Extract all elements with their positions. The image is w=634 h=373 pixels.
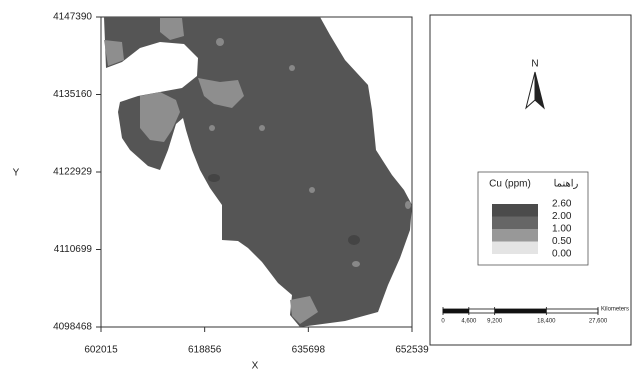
y-tick-label: 4135160: [53, 89, 92, 100]
north-label: N: [531, 59, 538, 70]
north-arrow: [534, 71, 545, 110]
x-tick-label: 652539: [395, 345, 429, 356]
scale-segment: [494, 309, 547, 313]
legend-heading: راهنما: [554, 179, 579, 190]
light-spot: [209, 125, 215, 131]
scale-label: 18,400: [537, 319, 556, 325]
light-zone: [290, 296, 318, 324]
y-tick-label: 4122929: [53, 167, 92, 178]
legend-label: 0.00: [552, 249, 572, 260]
y-tick-label: 4110699: [54, 244, 93, 255]
light-spot: [352, 261, 360, 267]
light-spot: [216, 38, 224, 46]
legend-swatch: [492, 241, 538, 254]
map-surface: [104, 17, 412, 327]
scale-label: 9,200: [487, 319, 503, 325]
x-tick-label: 602015: [84, 345, 118, 356]
legend-swatch: [492, 204, 538, 217]
x-axis-label: X: [252, 361, 259, 372]
light-spot: [405, 201, 411, 209]
legend-label: 2.60: [552, 199, 572, 210]
cu-surface: [104, 17, 412, 327]
light-zone: [160, 18, 184, 40]
y-tick-label: 4098468: [53, 322, 92, 333]
scale-segment: [443, 309, 469, 313]
legend-label: 1.00: [552, 224, 572, 235]
legend-swatch: [492, 229, 538, 242]
scale-label: 4,600: [461, 319, 477, 325]
scale-bar: 0 4,600 9,200 18,400 27,600 Kilometers: [441, 307, 629, 325]
x-tick-label: 635698: [292, 345, 326, 356]
scale-label: 27,600: [589, 319, 608, 325]
y-axis-label: Y: [13, 168, 20, 179]
x-tick-label: 618856: [188, 345, 222, 356]
legend-label: 0.50: [552, 236, 572, 247]
dark-spot: [348, 235, 360, 245]
dark-spot: [208, 174, 220, 182]
legend-title: Cu (ppm): [489, 179, 531, 190]
legend: 2.602.00 1.000.50 0.00: [492, 199, 572, 260]
y-tick-label: 4147390: [53, 12, 92, 23]
legend-swatch: [492, 216, 538, 229]
axes: 602015 618856 635698 652539 4147390 4135160 41…: [53, 12, 429, 356]
light-spot: [309, 187, 315, 193]
light-spot: [259, 125, 265, 131]
legend-label: 2.00: [552, 211, 572, 222]
light-zone: [198, 78, 244, 108]
scale-label: 0: [441, 319, 445, 325]
light-zone: [104, 40, 124, 66]
light-spot: [289, 65, 295, 71]
scale-unit: Kilometers: [601, 307, 629, 313]
light-zone: [140, 92, 180, 142]
